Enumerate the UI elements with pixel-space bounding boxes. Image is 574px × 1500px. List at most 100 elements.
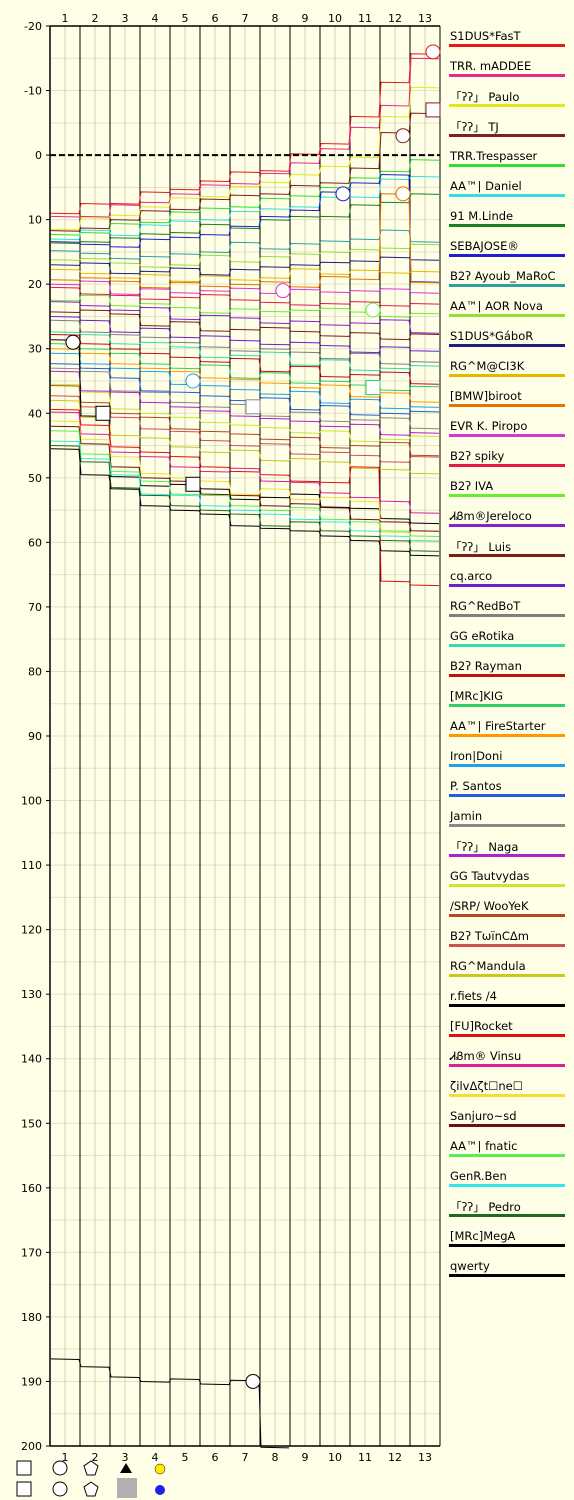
legend-item: B2ʔ TωïnCΔm <box>448 928 568 958</box>
legend-item: S1DUS*FasT <box>448 28 568 58</box>
series-line <box>50 243 440 268</box>
legend-label: B2ʔ spiky <box>450 449 505 463</box>
legend-swatch <box>449 134 565 137</box>
series-line <box>50 53 440 215</box>
legend-label: RG^Mandula <box>450 959 526 973</box>
circle-open-icon <box>52 1481 68 1497</box>
legend-item: r.fiets /4 <box>448 988 568 1018</box>
series-line <box>50 173 440 283</box>
legend-swatch <box>449 344 565 347</box>
series-line <box>50 430 440 537</box>
x-tick-label-bottom: 1 <box>62 1451 69 1464</box>
x-tick-label-bottom: 5 <box>182 1451 189 1464</box>
y-tick-label: 200 <box>21 1440 42 1453</box>
legend-swatch <box>449 374 565 377</box>
series-line <box>50 370 440 436</box>
series-marker <box>245 399 261 415</box>
legend-swatch <box>449 164 565 167</box>
legend-item: 「ʔʔ」 Paulo <box>448 88 568 118</box>
legend-item: AA™| fnatic <box>448 1138 568 1168</box>
y-tick-label: 160 <box>21 1182 42 1195</box>
legend-swatch <box>449 884 565 887</box>
legend-swatch <box>449 1184 565 1187</box>
series-marker <box>335 186 351 202</box>
series-marker <box>185 476 201 492</box>
legend-label: 「ʔʔ」 Naga <box>450 840 519 854</box>
x-tick-label-bottom: 13 <box>418 1451 432 1464</box>
legend-item: [MRc]KIG <box>448 688 568 718</box>
series-line <box>50 256 440 276</box>
legend-swatch <box>449 674 565 677</box>
legend-label: RG^M@CI3K <box>450 359 525 373</box>
x-tick-label-top: 9 <box>302 12 309 25</box>
legend-item: 「ʔʔ」 Pedro <box>448 1198 568 1228</box>
legend-swatch <box>449 854 565 857</box>
legend-swatch <box>449 314 565 317</box>
legend-swatch <box>449 1004 565 1007</box>
triangle-filled-icon <box>120 1463 132 1473</box>
series-marker <box>425 44 441 60</box>
legend-label: AA™| AOR Nova <box>450 299 543 313</box>
series-line <box>50 268 440 283</box>
series-line <box>50 339 440 525</box>
y-tick-label: 190 <box>21 1375 42 1388</box>
series-line <box>50 175 440 241</box>
legend-label: r.fiets /4 <box>450 989 497 1003</box>
legend-swatch <box>449 464 565 467</box>
series-line <box>50 448 440 557</box>
legend-label: [MRc]MegA <box>450 1229 516 1243</box>
x-tick-label-top: 1 <box>62 12 69 25</box>
legend-item: RG^Mandula <box>448 958 568 988</box>
series-line <box>50 193 440 245</box>
legend-item: EVR K. Piropo <box>448 418 568 448</box>
legend-item: TRR.Trespasser <box>448 148 568 178</box>
legend-label: GG eRotika <box>450 629 515 643</box>
legend-item: 91 M.Linde <box>448 208 568 238</box>
legend-item: RG^M@CI3K <box>448 358 568 388</box>
legend-label: Jamin <box>450 809 483 823</box>
series-line <box>50 86 440 231</box>
legend-label: cq.arco <box>450 569 493 583</box>
legend-label: 「ʔʔ」 Paulo <box>450 90 520 104</box>
x-tick-label-bottom: 10 <box>328 1451 342 1464</box>
grid-lines <box>49 25 441 1447</box>
x-tick-label-bottom: 8 <box>272 1451 279 1464</box>
x-tick-label-top: 8 <box>272 12 279 25</box>
y-tick-label: 150 <box>21 1117 42 1130</box>
series-line <box>50 193 440 289</box>
series-line <box>50 367 440 430</box>
series-line <box>50 280 440 296</box>
legend-item: AA™| Daniel <box>448 178 568 208</box>
series-line <box>50 425 440 532</box>
legend-item: ζilvΔζt☐ne☐ <box>448 1078 568 1108</box>
legend-label: 「ʔʔ」 Luis <box>450 540 512 554</box>
series-line <box>50 1358 290 1449</box>
legend-label: SEBAJOSE® <box>450 239 519 253</box>
legend-swatch <box>449 554 565 557</box>
series-line <box>50 385 440 457</box>
y-tick-label: 50 <box>28 472 42 485</box>
legend-item: Iron|Doni <box>448 748 568 778</box>
legend-item: 「ʔʔ」 Luis <box>448 538 568 568</box>
legend-swatch <box>449 584 565 587</box>
y-tick-label: 130 <box>21 988 42 1001</box>
x-tick-label-top: 12 <box>388 12 402 25</box>
series-line <box>50 229 440 260</box>
legend-label: B2ʔ IVA <box>450 479 494 493</box>
series-line <box>50 395 440 463</box>
legend-swatch <box>449 494 565 497</box>
pentagon-open-icon <box>83 1460 99 1476</box>
legend-item: 「ʔʔ」 TJ <box>448 118 568 148</box>
legend-label: Iron|Doni <box>450 749 503 763</box>
x-tick-label-top: 4 <box>152 12 159 25</box>
x-tick-label-bottom: 3 <box>122 1451 129 1464</box>
symbol-legend <box>16 1460 166 1498</box>
legend-item: 「ʔʔ」 Naga <box>448 838 568 868</box>
y-tick-label: 60 <box>28 536 42 549</box>
series-line <box>50 319 440 365</box>
legend-swatch <box>449 704 565 707</box>
series-line <box>50 383 440 443</box>
legend-swatch <box>449 74 565 77</box>
series-marker <box>365 302 381 318</box>
legend-item: B2ʔ IVA <box>448 478 568 508</box>
